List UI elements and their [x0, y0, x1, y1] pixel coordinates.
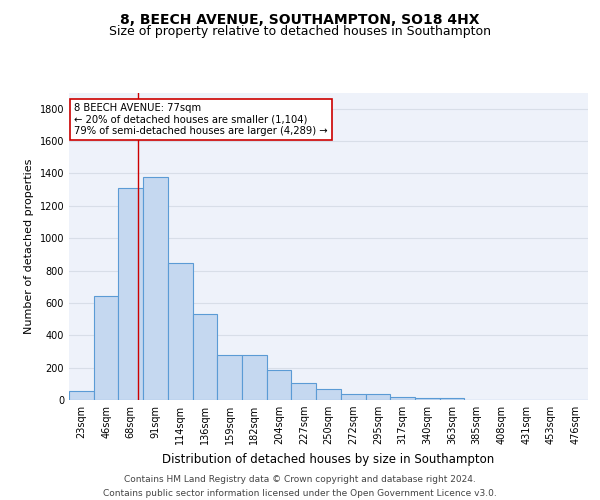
Bar [292, 383, 316, 400]
Y-axis label: Number of detached properties: Number of detached properties [24, 158, 34, 334]
Bar [217, 356, 242, 400]
Bar [440, 398, 464, 400]
Text: Size of property relative to detached houses in Southampton: Size of property relative to detached ho… [109, 25, 491, 38]
Bar [415, 398, 440, 400]
Bar [390, 397, 415, 400]
Bar [365, 394, 390, 400]
Bar [143, 178, 168, 400]
X-axis label: Distribution of detached houses by size in Southampton: Distribution of detached houses by size … [163, 452, 494, 466]
Text: Contains HM Land Registry data © Crown copyright and database right 2024.
Contai: Contains HM Land Registry data © Crown c… [103, 476, 497, 498]
Text: 8, BEECH AVENUE, SOUTHAMPTON, SO18 4HX: 8, BEECH AVENUE, SOUTHAMPTON, SO18 4HX [120, 12, 480, 26]
Bar [94, 296, 118, 400]
Bar [69, 391, 94, 400]
Bar [267, 370, 292, 400]
Text: 8 BEECH AVENUE: 77sqm
← 20% of detached houses are smaller (1,104)
79% of semi-d: 8 BEECH AVENUE: 77sqm ← 20% of detached … [74, 104, 328, 136]
Bar [118, 188, 143, 400]
Bar [242, 356, 267, 400]
Bar [341, 394, 365, 400]
Bar [168, 263, 193, 400]
Bar [316, 390, 341, 400]
Bar [193, 314, 217, 400]
